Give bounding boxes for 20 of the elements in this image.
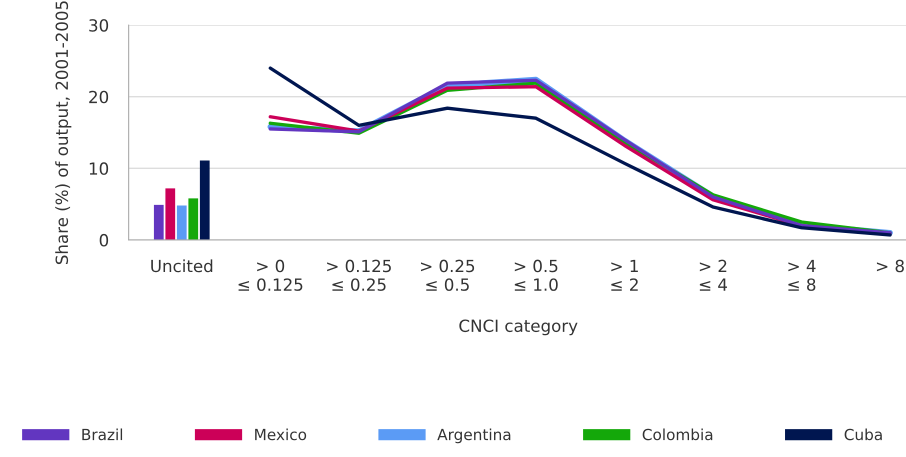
legend-label: Argentina	[437, 428, 510, 444]
x-tick-label: > 4 ≤ 8	[788, 260, 816, 291]
x-tick-label: > 0.125 ≤ 0.25	[327, 260, 391, 291]
y-tick-label: 0	[100, 234, 108, 246]
x-tick-label: > 2 ≤ 4	[700, 260, 728, 291]
legend-label: Cuba	[844, 428, 882, 440]
legend-label: Colombia	[642, 428, 712, 440]
y-axis-title: Share (%) of output, 2001-2005	[55, 1, 72, 264]
x-tick-label: > 0.25 ≤ 0.5	[420, 260, 474, 291]
x-tick-label: > 0.5 ≤ 1.0	[514, 260, 558, 291]
x-tick-label: > 8	[876, 260, 904, 272]
x-tick-label: Uncited	[151, 259, 212, 272]
x-axis-title: CNCI category	[459, 319, 578, 336]
y-tick-label: 10	[90, 162, 108, 175]
x-tick-label: > 1 ≤ 2	[611, 260, 638, 291]
y-tick-label: 30	[89, 19, 108, 32]
x-tick-label: > 0 ≤ 0.125	[238, 260, 302, 291]
legend-label: Mexico	[255, 428, 306, 440]
y-tick-label: 20	[89, 90, 108, 104]
legend-label: Brazil	[82, 428, 122, 440]
